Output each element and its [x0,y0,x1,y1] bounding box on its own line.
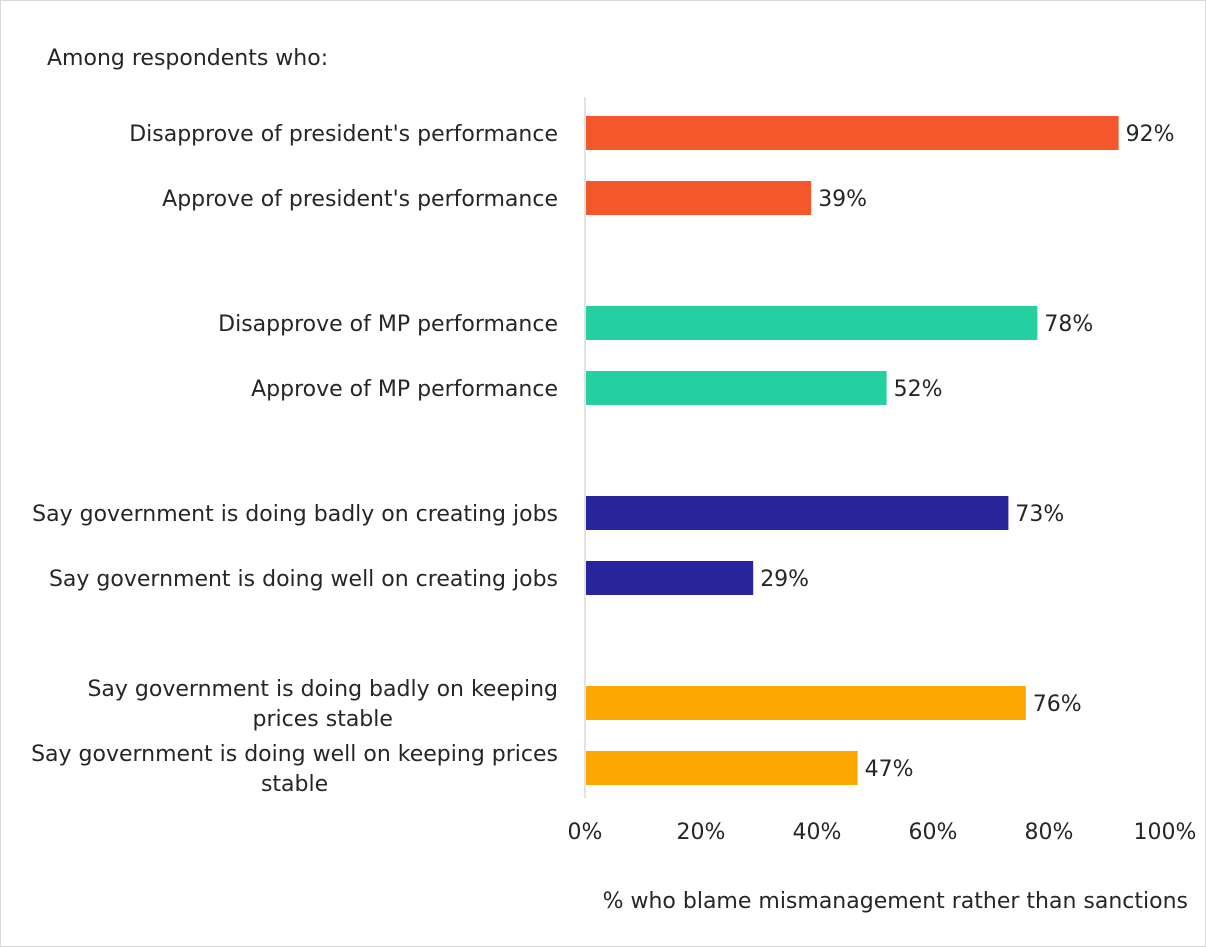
data-label: 78% [1044,312,1093,337]
data-label: 29% [760,567,809,592]
data-label: 76% [1033,692,1082,717]
bar [586,116,1119,150]
category-label: Disapprove of president's performance [129,122,558,147]
bar [586,686,1026,720]
category-label: Say government is doing well on creating… [49,567,558,592]
bar [586,751,858,785]
category-label: Disapprove of MP performance [218,312,558,337]
x-tick-label: 80% [1025,820,1074,845]
bar [586,306,1038,340]
x-tick-label: 0% [568,820,603,845]
category-label: Say government is doing badly on creatin… [32,502,558,527]
bars-layer: 92% Disapprove of president's performance… [31,116,1175,797]
category-label: Say government is doing badly on keeping… [87,677,558,732]
chart-subtitle: Among respondents who: [47,46,328,71]
x-tick-label: 60% [909,820,958,845]
x-tick-labels: 0% 20% 40% 60% 80% 100% [568,820,1197,845]
x-tick-label: 40% [793,820,842,845]
data-label: 73% [1015,502,1064,527]
category-label: Approve of MP performance [251,377,558,402]
category-label: Say government is doing well on keeping … [31,742,558,797]
data-label: 92% [1126,122,1175,147]
x-tick-label: 20% [677,820,726,845]
data-label: 47% [865,757,914,782]
bar [586,181,812,215]
x-axis-title: % who blame mismanagement rather than sa… [603,889,1188,914]
data-label: 52% [894,377,943,402]
bar [586,371,887,405]
bar [586,496,1009,530]
category-label: Approve of president's performance [162,187,558,212]
data-label: 39% [818,187,867,212]
bar [586,561,754,595]
x-tick-label: 100% [1134,820,1197,845]
